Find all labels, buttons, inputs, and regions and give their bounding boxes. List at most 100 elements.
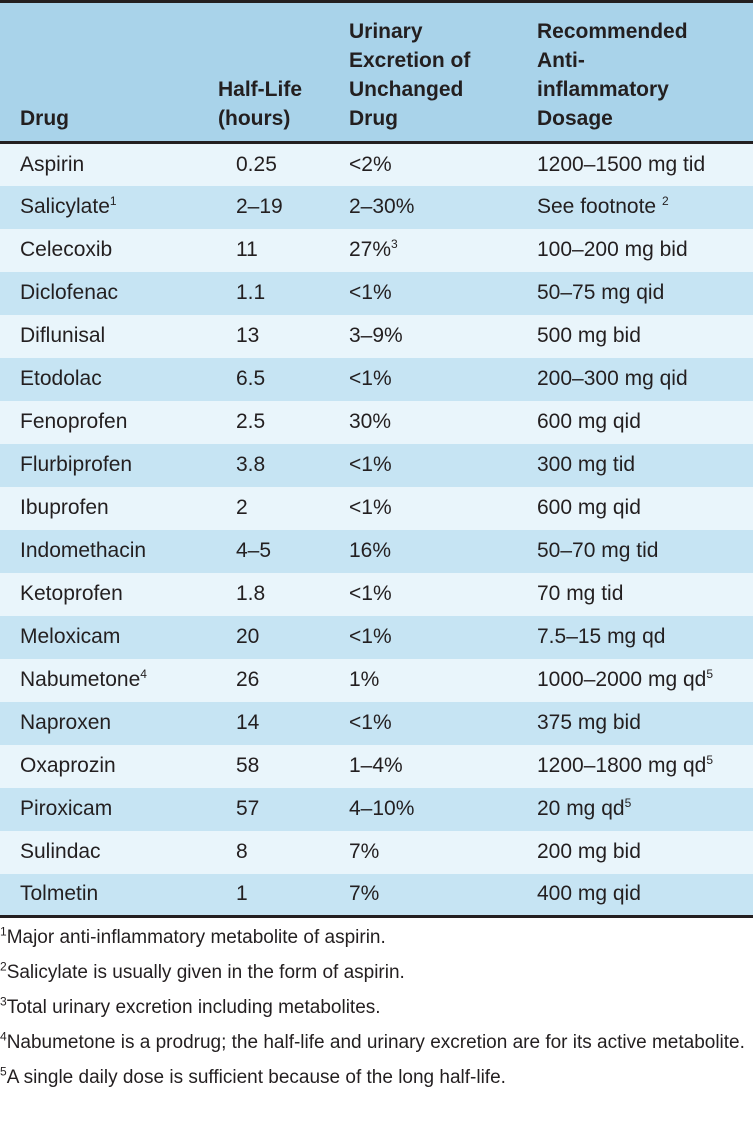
footnote-reference: 3: [391, 237, 398, 251]
cell-dosage: 50–70 mg tid: [537, 530, 753, 573]
cell-dosage: 20 mg qd5: [537, 788, 753, 831]
cell-drug: Ibuprofen: [0, 487, 218, 530]
header-half-life: Half-Life (hours): [218, 2, 349, 143]
cell-urinary-excretion-text: 7%: [349, 882, 380, 906]
cell-dosage-text: 70 mg tid: [537, 582, 624, 605]
cell-half-life-text: 14: [236, 711, 260, 734]
footnote-mark: 2: [0, 959, 7, 974]
cell-drug-text: Sulindac: [20, 840, 101, 863]
table-row: Piroxicam 57 4–10% 20 mg qd5: [0, 787, 753, 831]
cell-half-life: 6.5: [218, 358, 349, 401]
footnote-mark: 1: [0, 924, 7, 939]
cell-dosage: 7.5–15 mg qd: [537, 616, 753, 659]
table-row: Fenoprofen 2.5 30% 600 mg qid: [0, 400, 753, 444]
cell-half-life-text: 2–19: [236, 195, 283, 218]
cell-dosage-text: 1200–1800 mg qd: [537, 754, 707, 777]
footnote-reference: 2: [661, 194, 669, 208]
cell-drug-text: Ibuprofen: [20, 496, 109, 519]
cell-drug: Indomethacin: [0, 530, 218, 573]
cell-half-life-text: 58: [236, 754, 260, 777]
cell-half-life-text: 11: [236, 238, 258, 261]
cell-urinary-excretion-text: <1%: [349, 582, 392, 605]
footnote-reference: 1: [109, 194, 117, 208]
cell-urinary-excretion: 7%: [349, 831, 537, 874]
cell-urinary-excretion: 27%3: [349, 229, 537, 272]
cell-drug-text: Celecoxib: [20, 238, 113, 261]
footnote-text: Major anti-inflammatory metabolite of as…: [6, 927, 386, 948]
table-row: Oxaprozin 58 1–4% 1200–1800 mg qd5: [0, 744, 753, 788]
cell-drug-text: Piroxicam: [20, 797, 113, 820]
cell-dosage-text: 7.5–15 mg qd: [537, 625, 666, 648]
cell-urinary-excretion: <1%: [349, 573, 537, 616]
cell-dosage-text: 200–300 mg qid: [537, 367, 688, 390]
cell-urinary-excretion: <1%: [349, 272, 537, 315]
cell-half-life: 1.1: [218, 272, 349, 315]
header-urinary-line: Unchanged: [349, 78, 464, 101]
header-urinary-excretion: Urinary Excretion of Unchanged Drug: [349, 2, 537, 143]
cell-drug: Fenoprofen: [0, 401, 218, 444]
table-row: Tolmetin 1 7% 400 mg qid: [0, 873, 753, 917]
table-row: Nabumetone4 26 1% 1000–2000 mg qd5: [0, 658, 753, 702]
cell-urinary-excretion-text: 1–4%: [349, 754, 403, 777]
cell-dosage-text: 375 mg bid: [537, 711, 641, 734]
cell-urinary-excretion: <1%: [349, 616, 537, 659]
table-row: Ibuprofen 2 <1% 600 mg qid: [0, 486, 753, 530]
table-row: Ketoprofen 1.8 <1% 70 mg tid: [0, 572, 753, 616]
cell-drug: Celecoxib: [0, 229, 218, 272]
cell-urinary-excretion-text: <1%: [349, 281, 392, 304]
cell-drug: Meloxicam: [0, 616, 218, 659]
cell-urinary-excretion-text: <1%: [349, 711, 392, 734]
cell-dosage-text: 50–75 mg qid: [537, 281, 665, 304]
cell-half-life: 57: [218, 788, 349, 831]
footnote-text: Nabumetone is a prodrug; the half-life a…: [6, 1032, 745, 1053]
cell-drug: Ketoprofen: [0, 573, 218, 616]
header-urinary-line: Drug: [349, 107, 398, 130]
cell-half-life: 2.5: [218, 401, 349, 444]
cell-drug: Etodolac: [0, 358, 218, 401]
cell-half-life: 13: [218, 315, 349, 358]
cell-urinary-excretion-text: <1%: [349, 453, 392, 476]
cell-half-life: 11: [218, 229, 349, 272]
cell-urinary-excretion: <1%: [349, 487, 537, 530]
cell-half-life-text: 2.5: [236, 410, 266, 433]
cell-dosage-text: 1000–2000 mg qd: [537, 668, 707, 691]
cell-urinary-excretion-text: 3–9%: [349, 324, 403, 347]
cell-drug-text: Naproxen: [20, 711, 112, 734]
table-row: Naproxen 14 <1% 375 mg bid: [0, 701, 753, 745]
cell-urinary-excretion: 3–9%: [349, 315, 537, 358]
cell-urinary-excretion-text: 2–30%: [349, 195, 415, 218]
cell-drug-text: Salicylate: [20, 195, 110, 218]
cell-drug-text: Tolmetin: [20, 882, 99, 906]
table-row: Sulindac 8 7% 200 mg bid: [0, 830, 753, 874]
cell-drug-text: Fenoprofen: [20, 410, 128, 433]
cell-half-life-text: 2: [236, 496, 248, 519]
cell-dosage-text: See footnote: [537, 195, 662, 218]
cell-half-life: 8: [218, 831, 349, 874]
cell-urinary-excretion-text: 27%: [349, 238, 392, 261]
table-row: Salicylate1 2–19 2–30% See footnote 2: [0, 185, 753, 229]
cell-urinary-excretion: 1–4%: [349, 745, 537, 788]
cell-urinary-excretion: 1%: [349, 659, 537, 702]
cell-half-life: 3.8: [218, 444, 349, 487]
header-drug: Drug: [0, 2, 218, 143]
cell-urinary-excretion: 4–10%: [349, 788, 537, 831]
cell-drug: Diclofenac: [0, 272, 218, 315]
cell-drug: Aspirin: [0, 143, 218, 186]
header-half-life-line: Half-Life: [218, 78, 302, 101]
cell-drug-text: Indomethacin: [20, 539, 147, 562]
footnote-reference: 4: [140, 667, 147, 681]
header-dosage-line: Anti-: [537, 49, 585, 72]
cell-dosage-text: 100–200 mg bid: [537, 238, 688, 261]
cell-half-life-text: 1.8: [236, 582, 266, 605]
cell-urinary-excretion-text: <1%: [349, 367, 392, 390]
cell-dosage-text: 500 mg bid: [537, 324, 641, 347]
footnote: 2Salicylate is usually given in the form…: [0, 961, 745, 984]
table-row: Etodolac 6.5 <1% 200–300 mg qid: [0, 357, 753, 401]
table-row: Indomethacin 4–5 16% 50–70 mg tid: [0, 529, 753, 573]
cell-drug-text: Ketoprofen: [20, 582, 123, 605]
cell-half-life-text: 1: [236, 882, 248, 906]
cell-drug: Piroxicam: [0, 788, 218, 831]
cell-urinary-excretion-text: 7%: [349, 840, 380, 863]
footnote-text: Salicylate is usually given in the form …: [6, 962, 405, 983]
cell-dosage-text: 600 mg qid: [537, 410, 641, 433]
